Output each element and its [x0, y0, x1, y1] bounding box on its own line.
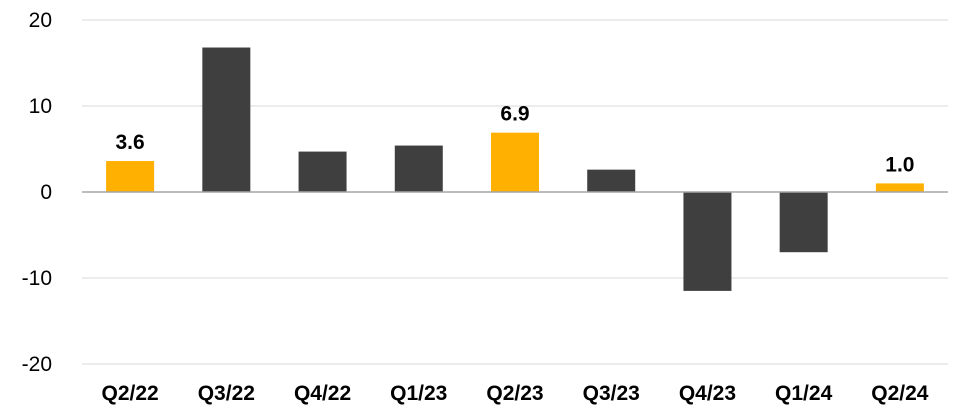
data-label: 6.9	[500, 103, 529, 126]
y-tick-label: -20	[22, 353, 52, 376]
x-tick-label: Q3/23	[583, 382, 640, 405]
x-tick-label: Q2/22	[102, 382, 159, 405]
x-tick-label: Q2/23	[486, 382, 543, 405]
y-tick-label: 10	[29, 95, 52, 118]
x-axis-labels: Q2/22 Q3/22 Q4/22 Q1/23 Q2/23 Q3/23 Q4/23 Q1/24…	[102, 382, 929, 405]
bar	[202, 47, 251, 192]
bar	[875, 183, 924, 192]
x-tick-label: Q4/22	[294, 382, 351, 405]
bar	[587, 169, 636, 192]
y-tick-label: -10	[22, 267, 52, 290]
x-tick-label: Q4/23	[679, 382, 736, 405]
y-tick-label: 20	[29, 9, 52, 32]
bar	[298, 151, 347, 192]
data-labels: 3.6 6.9 1.0	[116, 103, 915, 177]
x-tick-label: Q3/22	[198, 382, 255, 405]
bar	[106, 161, 155, 192]
bar	[394, 145, 443, 192]
data-label: 3.6	[116, 131, 145, 154]
y-axis-ticks: 20 10 0 -10 -20	[22, 9, 52, 376]
x-tick-label: Q1/23	[390, 382, 447, 405]
bar	[491, 132, 539, 192]
x-tick-label: Q2/24	[871, 382, 929, 405]
bar	[779, 192, 828, 253]
bar	[683, 192, 732, 291]
data-label: 1.0	[885, 153, 914, 176]
x-tick-label: Q1/24	[775, 382, 833, 405]
bars	[106, 47, 924, 291]
y-tick-label: 0	[40, 181, 52, 204]
